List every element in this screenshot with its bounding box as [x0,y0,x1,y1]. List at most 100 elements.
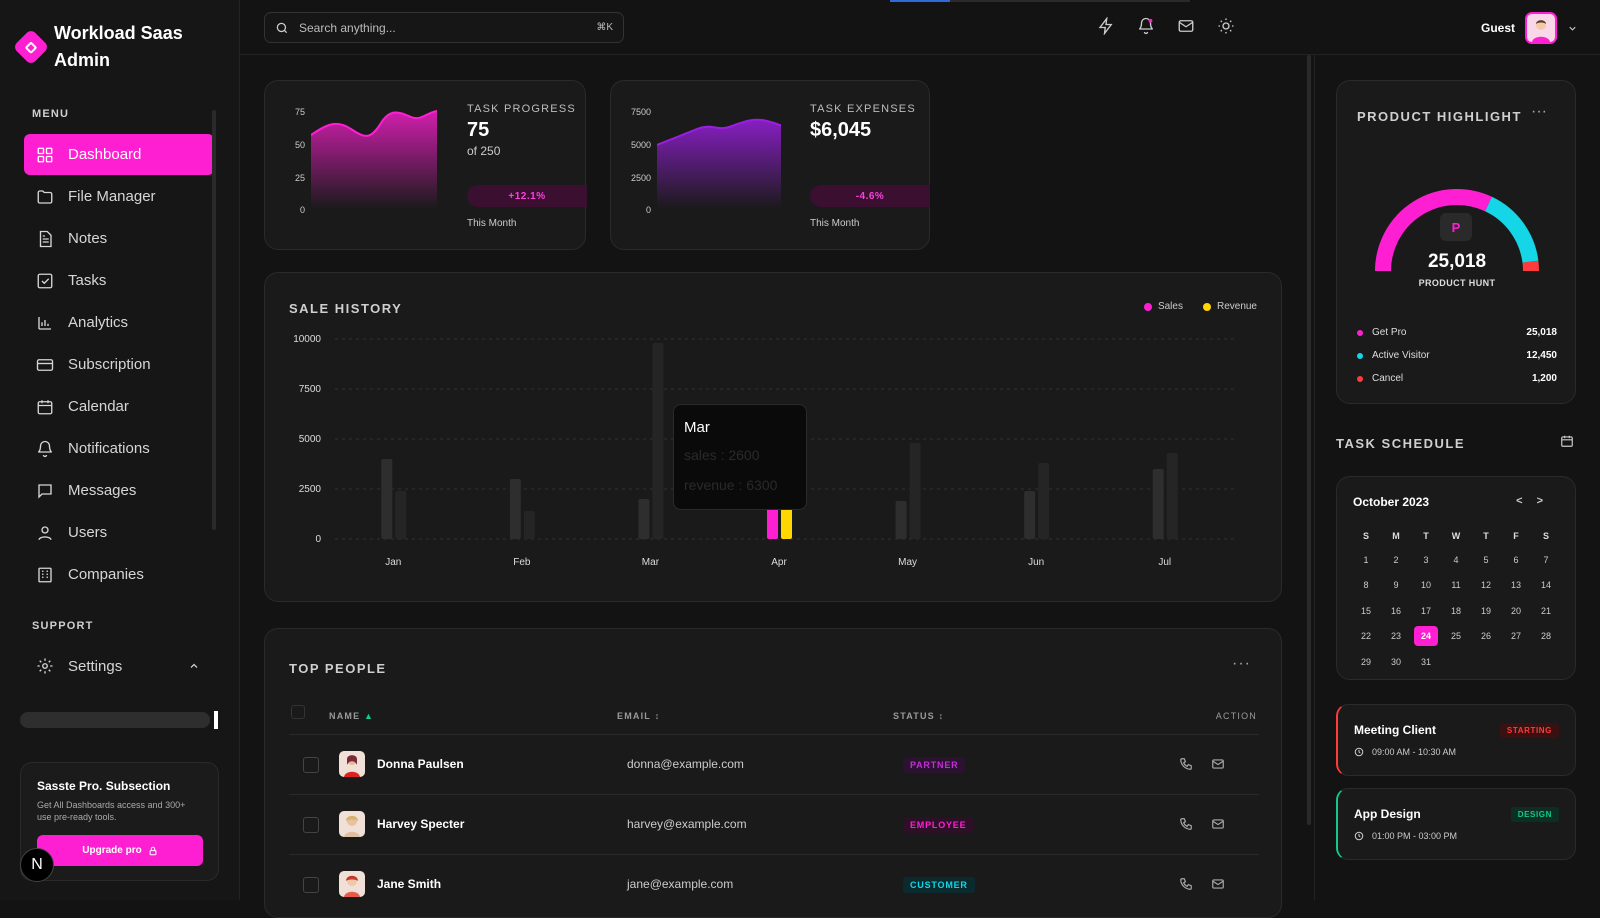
table-row[interactable]: Donna Paulsen donna@example.com PARTNER [289,734,1259,794]
calendar-day[interactable]: 18 [1450,605,1461,616]
calendar-day[interactable]: 20 [1510,605,1521,616]
mail-icon[interactable] [1211,757,1225,771]
sidebar-item-file-manager[interactable]: File Manager [24,176,214,217]
sidebar-item-analytics[interactable]: Analytics [24,302,214,343]
legend-sales[interactable]: Sales [1143,301,1183,312]
sidebar-item-companies[interactable]: Companies [24,554,214,595]
row-checkbox[interactable] [303,877,319,893]
select-all-checkbox[interactable] [291,705,305,719]
calendar-day[interactable]: 24 [1411,624,1441,650]
column-name[interactable]: NAME ▲ [329,711,375,721]
calendar-day[interactable]: 2 [1393,554,1399,565]
bar-revenue-may[interactable] [909,443,921,539]
search-input[interactable] [299,20,587,35]
bar-revenue-jan[interactable] [395,491,407,539]
calendar-day[interactable]: 25 [1450,631,1461,642]
sun-icon[interactable] [1217,17,1235,35]
calendar-day[interactable]: 26 [1480,631,1491,642]
calendar-day[interactable]: 10 [1420,580,1431,591]
calendar-day[interactable]: 6 [1513,554,1519,565]
calendar-day[interactable]: 7 [1543,554,1549,565]
calendar-day[interactable]: 21 [1540,605,1551,616]
mail-icon[interactable] [1211,817,1225,831]
brand[interactable]: Workload Saas Admin [12,20,204,74]
sidebar-item-messages[interactable]: Messages [24,470,214,511]
calendar-day[interactable]: 27 [1510,631,1521,642]
avatar[interactable] [1525,12,1557,44]
phone-icon[interactable] [1179,817,1193,831]
bar-sales-jan[interactable] [381,459,393,539]
sidebar-item-subscription[interactable]: Subscription [24,344,214,385]
calendar-day[interactable]: 28 [1540,631,1551,642]
upgrade-button[interactable]: Upgrade pro [37,835,203,866]
sidebar-item-users[interactable]: Users [24,512,214,553]
calendar-day[interactable]: 14 [1540,580,1551,591]
column-status[interactable]: STATUS ↕ [893,711,945,721]
calendar-day[interactable]: 31 [1420,656,1431,667]
calendar-day[interactable]: 22 [1360,631,1371,642]
main-scrollbar[interactable] [1307,55,1311,825]
row-checkbox[interactable] [303,817,319,833]
calendar-icon[interactable] [1560,434,1574,453]
calendar-day[interactable]: 9 [1393,580,1399,591]
column-email[interactable]: EMAIL ↕ [617,711,661,721]
more-icon[interactable]: ··· [1531,103,1547,120]
calendar-day[interactable]: 15 [1360,605,1371,616]
bar-revenue-feb[interactable] [523,511,535,539]
scroll-handle[interactable] [214,711,218,729]
calendar-day[interactable]: 1 [1363,554,1369,565]
next-month-button[interactable]: > [1536,495,1557,507]
event-card[interactable]: Meeting Client STARTING 09:00 AM - 10:30… [1336,704,1576,776]
sidebar-scrollbar[interactable] [212,110,216,530]
sidebar-item-notes[interactable]: Notes [24,218,214,259]
sidebar-item-notifications[interactable]: Notifications [24,428,214,469]
bar-sales-jul[interactable] [1152,469,1164,539]
bar-sales-mar[interactable] [638,499,650,539]
bar-sales-apr[interactable] [767,507,778,539]
calendar-day[interactable]: 17 [1420,605,1431,616]
bar-revenue-jun[interactable] [1038,463,1050,539]
row-checkbox[interactable] [303,757,319,773]
legend-revenue[interactable]: Revenue [1202,301,1257,312]
calendar-day[interactable]: 11 [1451,580,1461,591]
phone-icon[interactable] [1179,757,1193,771]
bell-icon [37,440,53,457]
mail-icon[interactable] [1211,877,1225,891]
phone-icon[interactable] [1179,877,1193,891]
sidebar-item-dashboard[interactable]: Dashboard [24,134,214,175]
table-row[interactable]: Harvey Specter harvey@example.com EMPLOY… [289,794,1259,854]
calendar-day[interactable]: 8 [1363,580,1369,591]
calendar-day[interactable]: 4 [1453,554,1459,565]
chevron-up-icon[interactable] [188,660,200,672]
lightning-icon[interactable] [1097,16,1115,36]
search-box[interactable]: ⌘K [264,12,624,43]
sidebar-horizontal-scrollbar[interactable] [20,712,210,728]
calendar-nav[interactable]: <> [1516,495,1557,507]
sidebar-item-calendar[interactable]: Calendar [24,386,214,427]
bar-revenue-mar[interactable] [652,343,664,539]
calendar-day[interactable]: 5 [1483,554,1489,565]
bar-sales-may[interactable] [895,501,907,539]
bar-revenue-jul[interactable] [1166,453,1178,539]
sidebar-item-settings[interactable]: Settings [24,646,214,686]
n-badge[interactable]: N [20,848,54,882]
calendar-day[interactable]: 16 [1390,605,1401,616]
calendar-day[interactable]: 12 [1480,580,1491,591]
event-card[interactable]: App Design DESIGN 01:00 PM - 03:00 PM [1336,788,1576,860]
chevron-down-icon[interactable] [1567,23,1578,34]
bell-icon[interactable] [1137,17,1155,35]
calendar-day[interactable]: 13 [1510,580,1521,591]
user-menu[interactable]: Guest [1481,12,1578,44]
bar-sales-feb[interactable] [509,479,521,539]
prev-month-button[interactable]: < [1516,495,1537,507]
calendar-day[interactable]: 29 [1360,656,1371,667]
sidebar-item-tasks[interactable]: Tasks [24,260,214,301]
bar-sales-jun[interactable] [1024,491,1036,539]
calendar-day[interactable]: 19 [1480,605,1491,616]
table-row[interactable]: Jane Smith jane@example.com CUSTOMER [289,854,1259,914]
calendar-day[interactable]: 30 [1390,656,1401,667]
calendar-day[interactable]: 23 [1390,631,1401,642]
more-icon[interactable]: ··· [1232,655,1251,672]
mail-icon[interactable] [1177,17,1195,35]
calendar-day[interactable]: 3 [1423,554,1429,565]
